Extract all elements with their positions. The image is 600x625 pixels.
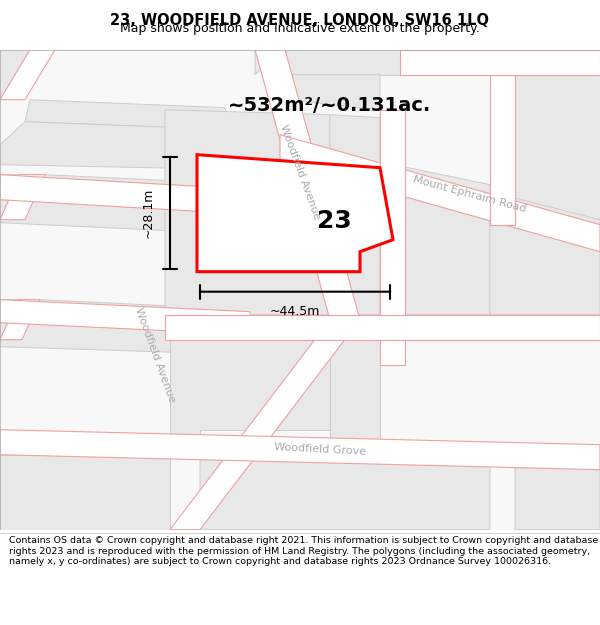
Text: 23, WOODFIELD AVENUE, LONDON, SW16 1LQ: 23, WOODFIELD AVENUE, LONDON, SW16 1LQ bbox=[110, 13, 490, 28]
Polygon shape bbox=[0, 199, 255, 234]
Text: Contains OS data © Crown copyright and database right 2021. This information is : Contains OS data © Crown copyright and d… bbox=[9, 536, 598, 566]
Text: ~28.1m: ~28.1m bbox=[142, 188, 155, 238]
Polygon shape bbox=[515, 74, 600, 224]
Polygon shape bbox=[400, 49, 600, 74]
Polygon shape bbox=[490, 74, 515, 112]
Polygon shape bbox=[0, 299, 250, 332]
Polygon shape bbox=[0, 49, 30, 99]
Polygon shape bbox=[55, 49, 285, 74]
Polygon shape bbox=[0, 455, 170, 530]
Polygon shape bbox=[515, 460, 600, 530]
Polygon shape bbox=[0, 174, 45, 219]
Polygon shape bbox=[490, 74, 515, 224]
Polygon shape bbox=[165, 109, 330, 314]
Polygon shape bbox=[0, 299, 250, 334]
Polygon shape bbox=[490, 192, 600, 314]
Text: Mount Ephraim Road: Mount Ephraim Road bbox=[412, 175, 527, 214]
Polygon shape bbox=[0, 49, 600, 530]
Polygon shape bbox=[285, 74, 380, 109]
Polygon shape bbox=[0, 299, 40, 340]
Text: ~532m²/~0.131ac.: ~532m²/~0.131ac. bbox=[229, 96, 431, 114]
Text: Woodfield Avenue: Woodfield Avenue bbox=[133, 306, 177, 404]
Polygon shape bbox=[0, 430, 600, 470]
Text: Woodfield Grove: Woodfield Grove bbox=[274, 442, 366, 457]
Text: 23: 23 bbox=[317, 209, 352, 233]
Polygon shape bbox=[0, 174, 255, 214]
Polygon shape bbox=[170, 319, 360, 530]
Polygon shape bbox=[330, 114, 380, 314]
Polygon shape bbox=[0, 322, 250, 355]
Polygon shape bbox=[380, 109, 405, 364]
Polygon shape bbox=[0, 122, 255, 169]
Text: Woodfield Avenue: Woodfield Avenue bbox=[278, 123, 322, 221]
Polygon shape bbox=[170, 314, 330, 455]
Polygon shape bbox=[285, 49, 405, 74]
Polygon shape bbox=[380, 162, 490, 314]
Polygon shape bbox=[330, 314, 380, 450]
Polygon shape bbox=[25, 99, 230, 129]
Polygon shape bbox=[0, 49, 55, 99]
Text: Map shows position and indicative extent of the property.: Map shows position and indicative extent… bbox=[120, 22, 480, 35]
Text: ~44.5m: ~44.5m bbox=[270, 305, 320, 318]
Polygon shape bbox=[515, 49, 600, 74]
Polygon shape bbox=[197, 154, 393, 272]
Polygon shape bbox=[200, 455, 490, 530]
Polygon shape bbox=[0, 174, 255, 209]
Polygon shape bbox=[165, 314, 600, 340]
Polygon shape bbox=[405, 49, 490, 74]
Polygon shape bbox=[280, 134, 600, 252]
Polygon shape bbox=[255, 49, 360, 319]
